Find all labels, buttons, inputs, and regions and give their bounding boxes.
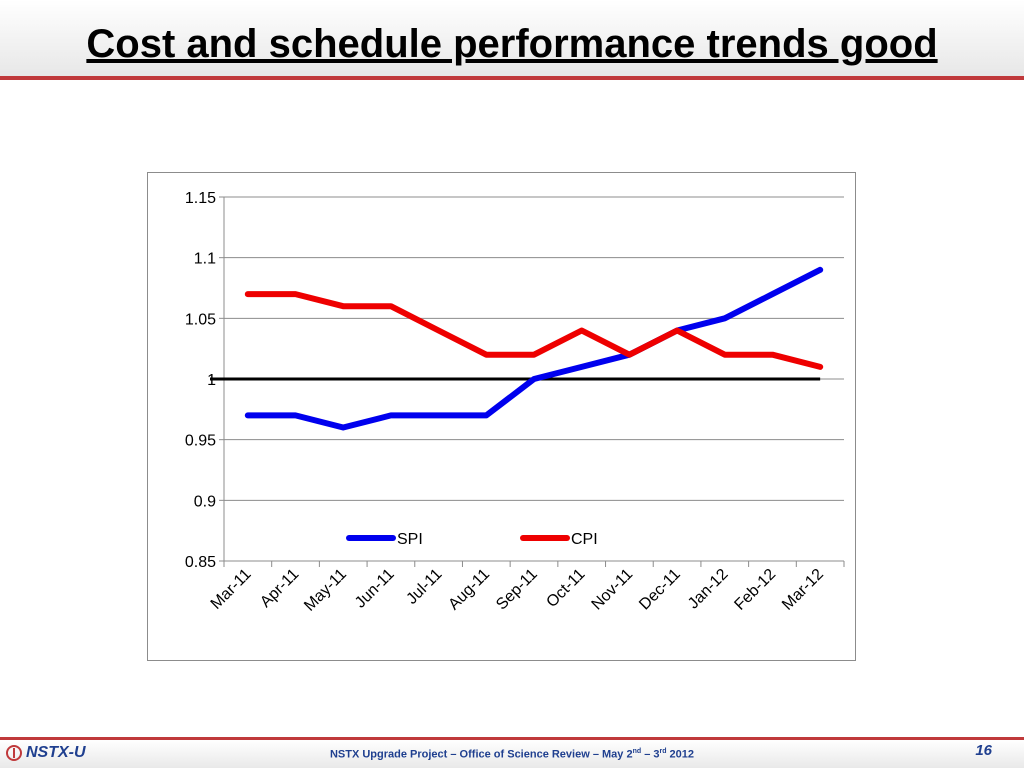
x-tick-label: Jan-12: [685, 566, 732, 613]
footer-sup: nd: [632, 748, 642, 755]
x-tick-label: Aug-11: [445, 566, 493, 614]
y-tick-label: 1.15: [185, 190, 216, 207]
footer-text-part: NSTX Upgrade Project – Office of Science…: [329, 748, 633, 761]
title-band: [0, 0, 1024, 80]
title-rule: [0, 76, 1024, 80]
x-tick-label: May-11: [301, 566, 350, 615]
nstx-u-logo: NSTX-U: [6, 743, 86, 763]
y-tick-label: 0.95: [185, 433, 216, 450]
line-chart: 0.850.90.9511.051.11.15 Mar-11Apr-11May-…: [185, 190, 845, 615]
x-tick-label: Mar-12: [779, 566, 827, 614]
x-tick-label: Sep-11: [493, 566, 541, 614]
y-tick-label: 1.1: [194, 251, 216, 268]
x-tick-label: Nov-11: [589, 566, 637, 614]
footer-text-part: 2012: [666, 748, 695, 761]
gridlines: [224, 196, 844, 501]
nstx-logo-icon: [6, 745, 22, 761]
x-tick-label: Oct-11: [543, 566, 588, 611]
slide-title: Cost and schedule performance trends goo…: [86, 22, 938, 66]
y-tick-label: 0.85: [185, 554, 216, 571]
footer-band: [0, 740, 1024, 768]
x-tick-label: Jun-11: [352, 566, 398, 612]
x-tick-label: Mar-11: [208, 566, 255, 613]
x-tick-label: Dec-11: [636, 566, 684, 614]
series-line-cpi: [244, 291, 824, 370]
y-tick-label: 1.05: [185, 311, 216, 328]
x-tick-label: Apr-11: [257, 566, 302, 611]
series-line-spi: [244, 266, 824, 431]
footer-sup: rd: [659, 748, 667, 755]
logo-text: NSTX-U: [26, 744, 86, 761]
footer-text: NSTX Upgrade Project – Office of Science…: [0, 748, 1024, 761]
x-tick-label: Jul-11: [403, 566, 445, 608]
page-number: 16: [975, 742, 992, 759]
footer-text-part: – 3: [641, 748, 660, 761]
y-tick-label: 0.9: [194, 493, 216, 510]
series-lines: [210, 266, 824, 431]
legend: SPI CPI: [346, 531, 598, 548]
chart-frame: 0.850.90.9511.051.11.15 Mar-11Apr-11May-…: [147, 172, 856, 661]
x-tick-label: Feb-12: [731, 566, 779, 614]
footer-rule: [0, 737, 1024, 740]
legend-label-cpi: CPI: [571, 531, 598, 548]
legend-label-spi: SPI: [397, 531, 423, 548]
